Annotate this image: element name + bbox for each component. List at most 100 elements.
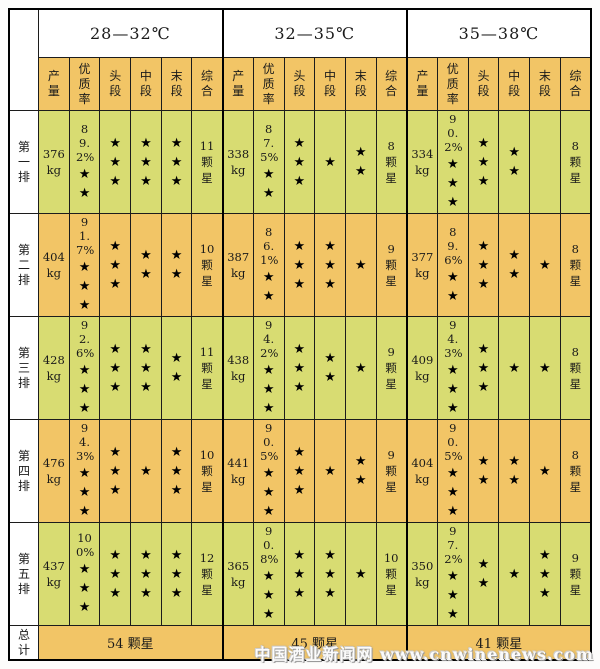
star-icon: ★ [354, 164, 367, 179]
tail-stage-stars-cell: ★ [529, 419, 561, 523]
star-icon: ★ [140, 585, 152, 601]
star-icon: ★ [324, 238, 336, 254]
composite-cell: 9 颗星 [559, 522, 592, 626]
star-icon: ★ [293, 154, 306, 170]
star-icon: ★ [508, 164, 520, 179]
star-icon: ★ [324, 547, 336, 563]
star-icon: ★ [477, 135, 490, 151]
mid-stage-stars-cell: ★ ★ [498, 419, 530, 523]
star-icon: ★ [262, 382, 275, 397]
col-header-composite: 综合 [559, 57, 592, 111]
star-icon: ★ [446, 195, 459, 210]
star-icon: ★ [293, 379, 306, 395]
col-header-label: 头段 [293, 69, 306, 98]
row-label-text: 第二排 [17, 242, 30, 287]
quality-rate-cell: 100% ★ ★ ★ [68, 522, 101, 626]
composite-value: 9 颗星 [385, 345, 397, 391]
composite-value: 9 颗星 [385, 242, 397, 288]
star-icon: ★ [109, 341, 122, 357]
star-icon: ★ [293, 238, 306, 254]
star-icon: ★ [140, 566, 152, 582]
yield-value: 334 kg [411, 147, 434, 177]
composite-cell: 10 颗星 [191, 419, 224, 523]
quality-rate-cell: 89.6% ★ ★ [436, 213, 469, 317]
head-stage-stars-cell: ★ ★ ★ [99, 316, 132, 420]
tail-stage-stars-cell: ★ ★ [344, 110, 377, 214]
head-stage-stars-cell: ★ ★ [467, 419, 500, 523]
yield-value: 350 kg [411, 559, 434, 589]
star-icon: ★ [446, 485, 459, 500]
star-icon: ★ [508, 566, 520, 582]
col-header-tail-stage: 末段 [344, 57, 377, 111]
mid-stage-stars-cell: ★ ★ ★ [130, 316, 162, 420]
watermark-url: www.cnwinenews.com [380, 645, 594, 664]
quality-rate-value: 89.6% [444, 224, 463, 267]
head-stage-stars-cell: ★ ★ ★ [283, 316, 316, 420]
star-icon: ★ [170, 135, 183, 151]
star-icon: ★ [262, 569, 275, 584]
col-header-label: 头段 [477, 69, 490, 98]
star-icon: ★ [539, 257, 551, 273]
mid-stage-stars-cell: ★ [130, 419, 162, 523]
yield-cell: 428 kg [38, 316, 70, 420]
star-icon: ★ [324, 154, 336, 170]
yield-value: 438 kg [227, 353, 250, 383]
star-icon: ★ [109, 360, 122, 376]
star-icon: ★ [170, 154, 183, 170]
yield-value: 437 kg [42, 559, 65, 589]
yield-value: 404 kg [42, 250, 65, 280]
star-icon: ★ [539, 585, 551, 601]
star-icon: ★ [262, 504, 275, 519]
star-icon: ★ [446, 176, 459, 191]
star-icon: ★ [446, 607, 459, 622]
head-stage-stars-cell: ★ ★ ★ [99, 213, 132, 317]
star-icon: ★ [262, 288, 275, 304]
star-icon: ★ [354, 145, 367, 160]
tail-stage-stars-cell: ★ ★ [344, 419, 377, 523]
quality-rate-cell: 90.8% ★ ★ ★ [252, 522, 285, 626]
star-icon: ★ [293, 547, 306, 563]
col-header-composite: 综合 [375, 57, 408, 111]
quality-rate-value: 87.5% [260, 121, 279, 164]
col-header-yield: 产量 [221, 57, 254, 111]
tail-stage-stars-cell: ★ ★ ★ [529, 522, 561, 626]
tail-stage-stars-cell: ★ [529, 213, 561, 317]
head-stage-stars-cell: ★ ★ ★ [283, 110, 316, 214]
star-icon: ★ [539, 463, 551, 479]
star-icon: ★ [170, 267, 183, 282]
star-icon: ★ [354, 566, 367, 582]
star-icon: ★ [324, 566, 336, 582]
star-icon: ★ [293, 135, 306, 151]
tail-stage-stars-cell: ★ ★ [160, 213, 193, 317]
total-stars-2: 45 颗星 [221, 625, 408, 661]
quality-rate-cell: 94.3% ★ ★ ★ [436, 316, 469, 420]
temp-header-label: 28—32℃ [90, 24, 171, 43]
quality-rate-value: 94.3% [76, 421, 95, 463]
star-icon: ★ [78, 382, 91, 397]
head-stage-stars-cell: ★ ★ ★ [283, 419, 316, 523]
yield-cell: 350 kg [405, 522, 438, 626]
watermark: 中国酒业新闻网 www.cnwinenews.com [255, 641, 594, 665]
composite-cell: 8 颗星 [375, 110, 408, 214]
composite-value: 8 颗星 [385, 139, 397, 185]
quality-rate-value: 94.3% [444, 318, 463, 360]
head-stage-stars-cell: ★ ★ ★ [283, 522, 316, 626]
watermark-site-name: 中国酒业新闻网 [254, 645, 374, 664]
quality-rate-value: 90.5% [444, 421, 463, 463]
star-icon: ★ [78, 600, 91, 615]
star-icon: ★ [446, 269, 459, 285]
star-icon: ★ [78, 485, 91, 500]
star-icon: ★ [109, 135, 122, 151]
mid-stage-stars-cell: ★ ★ [130, 213, 162, 317]
star-icon: ★ [539, 547, 551, 563]
total-label-cell: 总计 [8, 625, 39, 661]
column-header-row: 产量 优质率 头段 中段 末段 综合 产量 优质率 头段 中段 末段 综合 产量 优质率 头段 中段 末段 综合 [9, 57, 592, 111]
col-header-label: 末段 [170, 69, 183, 98]
temp-header-row: 28—32℃ 32—35℃ 35—38℃ [8, 8, 592, 111]
yield-value: 365 kg [227, 559, 250, 589]
composite-value: 12 颗星 [199, 551, 215, 597]
star-icon: ★ [170, 482, 183, 498]
row-label: 第三排 [8, 316, 39, 420]
quality-rate-cell: 97.2% ★ ★ ★ [436, 522, 469, 626]
row-label: 第一排 [8, 110, 39, 214]
